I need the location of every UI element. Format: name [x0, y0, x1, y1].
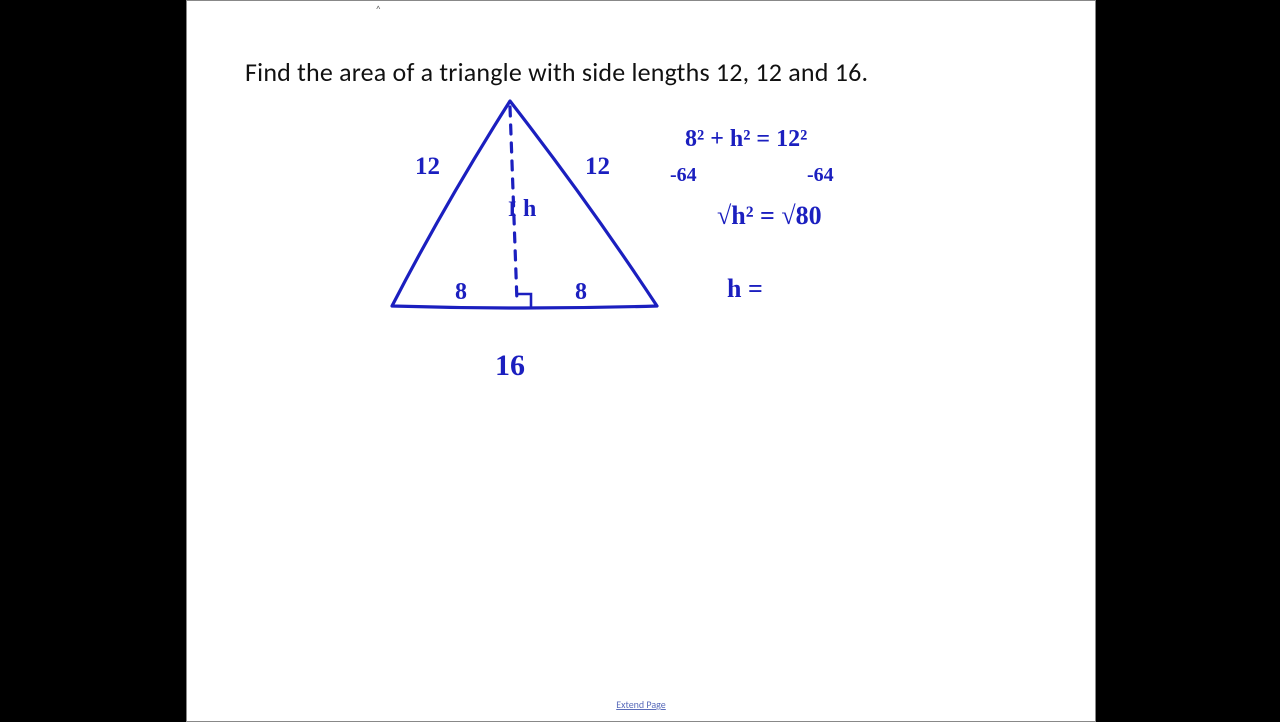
label-base: 16 — [495, 349, 525, 383]
triangle-drawing — [187, 1, 1095, 721]
work-sub1b: -64 — [807, 164, 834, 187]
work-eq1: 8² + h² = 12² — [685, 126, 807, 153]
whiteboard-page: ^ Find the area of a triangle with side … — [186, 0, 1096, 722]
label-half-left: 8 — [455, 279, 467, 306]
label-side-right: 12 — [585, 153, 610, 181]
label-half-right: 8 — [575, 279, 587, 306]
work-eq3: h = — [727, 274, 763, 304]
label-height: h — [523, 196, 536, 223]
work-eq2: √h² = √80 — [717, 201, 822, 231]
work-sub1a: -64 — [670, 164, 697, 187]
extend-page-link[interactable]: Extend Page — [616, 698, 666, 711]
extend-page-link-container: Extend Page — [187, 694, 1095, 713]
label-height-tick: I — [508, 196, 517, 222]
label-side-left: 12 — [415, 153, 440, 181]
